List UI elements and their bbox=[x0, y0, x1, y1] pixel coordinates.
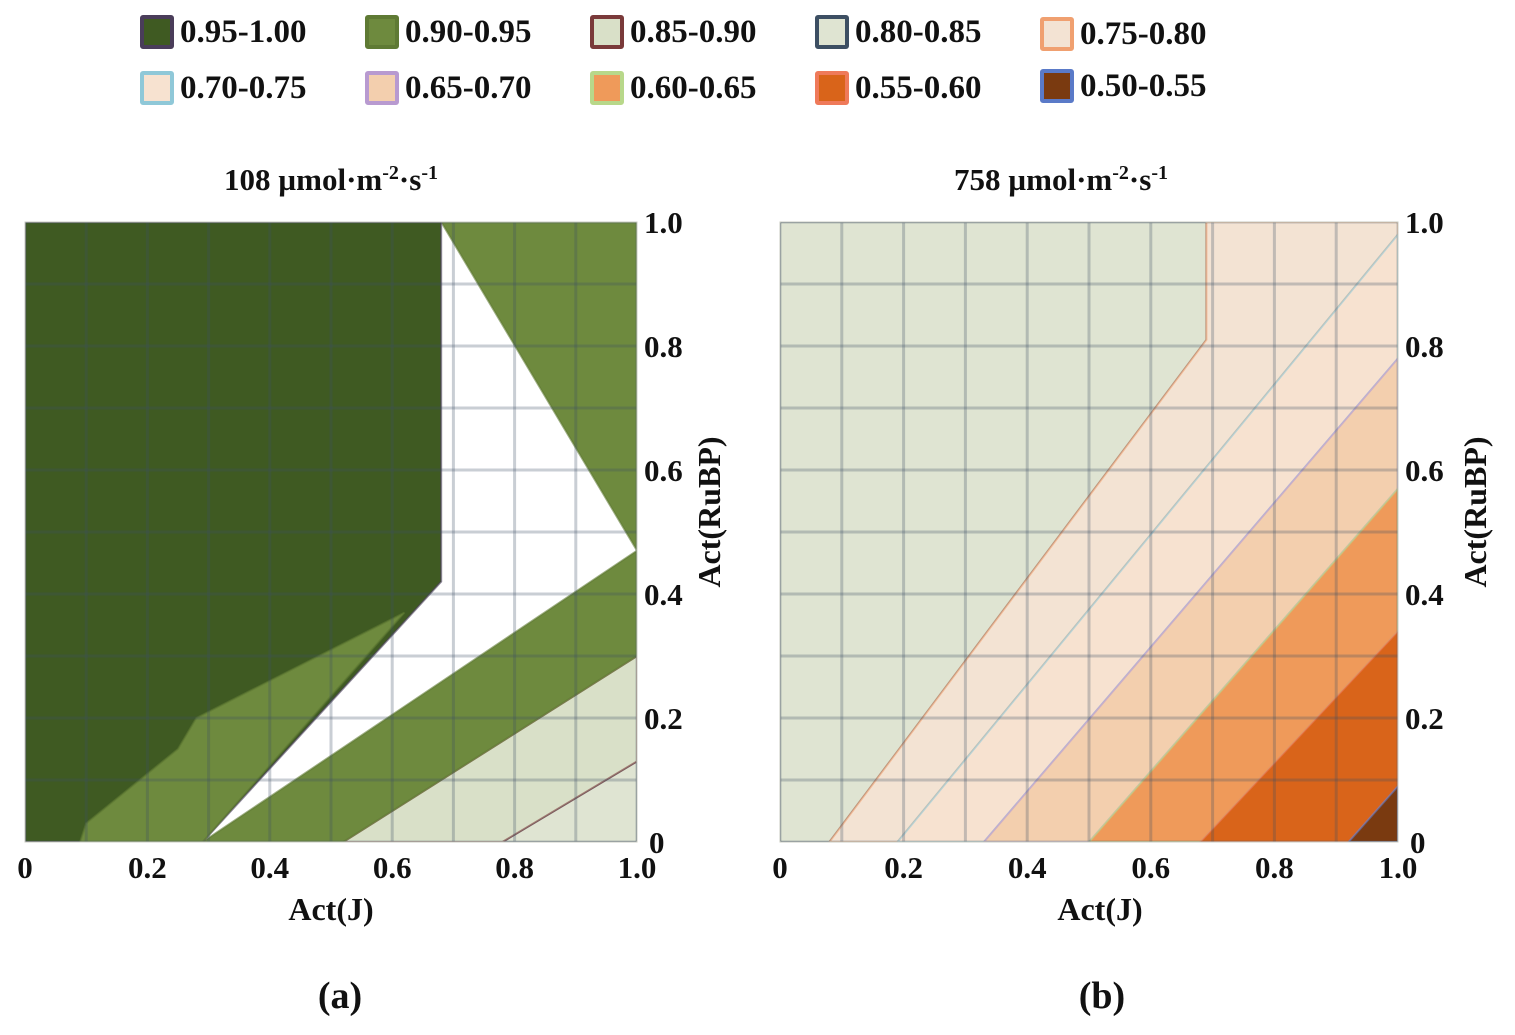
legend-swatch bbox=[1040, 17, 1074, 51]
x-tick-label: 0.6 bbox=[1131, 850, 1170, 885]
legend-label: 0.55-0.60 bbox=[855, 69, 982, 106]
plot-area bbox=[25, 222, 637, 842]
y-tick-label: 0.6 bbox=[1405, 453, 1444, 488]
contour-region bbox=[1087, 487, 1398, 842]
y-tick-label: 0.8 bbox=[644, 329, 683, 364]
legend-label: 0.60-0.65 bbox=[630, 69, 757, 106]
legend-item: 0.60-0.65 bbox=[590, 68, 757, 108]
y-tick-label: 0.6 bbox=[644, 453, 683, 488]
contour-region bbox=[896, 232, 1398, 842]
legend-label: 0.90-0.95 bbox=[405, 13, 532, 50]
y-tick-label: 0.2 bbox=[644, 701, 683, 736]
chart-title: 758 µmol·m-2·s-1 bbox=[954, 162, 1168, 197]
plot-area bbox=[780, 222, 1398, 842]
y-tick-label: 1.0 bbox=[644, 205, 683, 240]
chart-panel-b: 758 µmol·m-2·s-10 0.2 0.4 0.6 0.8 1.000.20.40… bbox=[772, 162, 1493, 1017]
y-tick-label: 0.8 bbox=[1405, 329, 1444, 364]
legend-item: 0.50-0.55 bbox=[1040, 66, 1207, 106]
legend-swatch bbox=[590, 71, 624, 105]
x-tick-label: 0 bbox=[772, 850, 788, 885]
x-axis-label: Act(J) bbox=[1057, 891, 1142, 927]
legend-swatch bbox=[1040, 69, 1074, 103]
y-tick-label: 0.4 bbox=[1405, 577, 1444, 612]
x-axis-label: Act(J) bbox=[288, 891, 373, 927]
legend-label: 0.95-1.00 bbox=[180, 13, 307, 50]
y-tick-label: 0 bbox=[1410, 825, 1426, 860]
legend-item: 0.55-0.60 bbox=[815, 68, 982, 108]
y-tick-label: 1.0 bbox=[1405, 205, 1444, 240]
legend-swatch bbox=[815, 71, 849, 105]
legend-label: 0.80-0.85 bbox=[855, 13, 982, 50]
chart-title-part: -1 bbox=[1151, 162, 1168, 184]
legend-item: 0.70-0.75 bbox=[140, 68, 307, 108]
contour-region bbox=[79, 611, 406, 842]
contour-region bbox=[1198, 629, 1398, 842]
legend: 0.95-1.00 0.90-0.95 0.85-0.90 0.80-0.85 0.75… bbox=[0, 0, 1515, 120]
contour-region bbox=[982, 356, 1398, 842]
x-tick-label: 0.8 bbox=[1255, 850, 1294, 885]
x-tick-label: 0.8 bbox=[495, 850, 534, 885]
legend-item: 0.90-0.95 bbox=[365, 12, 532, 52]
chart-panel-a: 108 µmol·m-2·s-10 0.2 0.4 0.6 0.8 1.000.20.40… bbox=[17, 162, 727, 1017]
contour-region bbox=[440, 222, 637, 553]
contour-region bbox=[1347, 784, 1398, 842]
legend-label: 0.50-0.55 bbox=[1080, 67, 1207, 104]
legend-swatch bbox=[140, 15, 174, 49]
x-tick-label: 0.4 bbox=[1008, 850, 1047, 885]
x-tick-label: 0 bbox=[17, 850, 33, 885]
y-tick-label: 0.4 bbox=[644, 577, 683, 612]
legend-item: 0.65-0.70 bbox=[365, 68, 532, 108]
y-tick-label: 0.2 bbox=[1405, 701, 1444, 736]
legend-label: 0.85-0.90 bbox=[630, 13, 757, 50]
legend-swatch bbox=[815, 15, 849, 49]
y-axis-label: Act(RuBP) bbox=[691, 436, 727, 587]
chart-title-part: 758 µmol·m bbox=[954, 162, 1112, 197]
x-tick-label: 0.2 bbox=[884, 850, 923, 885]
legend-label: 0.65-0.70 bbox=[405, 69, 532, 106]
legend-item: 0.85-0.90 bbox=[590, 12, 757, 52]
chart-title-part: ·s bbox=[399, 162, 421, 197]
legend-item: 0.80-0.85 bbox=[815, 12, 982, 52]
legend-label: 0.75-0.80 bbox=[1080, 15, 1207, 52]
x-tick-label: 0.2 bbox=[128, 850, 167, 885]
chart-title-part: 108 µmol·m bbox=[224, 162, 382, 197]
legend-swatch bbox=[590, 15, 624, 49]
chart-title-part: -1 bbox=[421, 162, 438, 184]
legend-swatch bbox=[140, 71, 174, 105]
legend-label: 0.70-0.75 bbox=[180, 69, 307, 106]
chart-title: 108 µmol·m-2·s-1 bbox=[224, 162, 438, 197]
plot-frame bbox=[24, 221, 638, 843]
legend-swatch bbox=[365, 15, 399, 49]
chart-title-part: -2 bbox=[382, 162, 399, 184]
panel-label: (a) bbox=[318, 975, 362, 1017]
x-tick-label: 0.4 bbox=[250, 850, 289, 885]
x-tick-label: 1.0 bbox=[618, 850, 657, 885]
y-tick-label: 0 bbox=[649, 825, 665, 860]
plot-frame bbox=[779, 221, 1399, 843]
y-axis-label: Act(RuBP) bbox=[1457, 436, 1493, 587]
x-tick-label: 1.0 bbox=[1379, 850, 1418, 885]
contour-region bbox=[200, 549, 637, 842]
legend-swatch bbox=[365, 71, 399, 105]
chart-title-part: ·s bbox=[1129, 162, 1151, 197]
chart-title-part: -2 bbox=[1112, 162, 1129, 184]
panel-label: (b) bbox=[1079, 975, 1125, 1017]
legend-item: 0.75-0.80 bbox=[1040, 14, 1207, 54]
legend-item: 0.95-1.00 bbox=[140, 12, 307, 52]
x-tick-label: 0.6 bbox=[373, 850, 412, 885]
contour-region bbox=[828, 222, 1398, 842]
